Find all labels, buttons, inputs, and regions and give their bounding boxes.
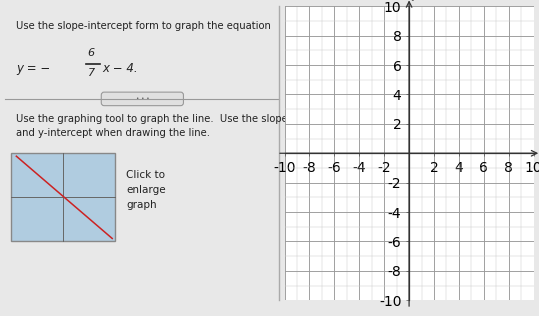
FancyBboxPatch shape (11, 153, 115, 241)
Text: y: y (412, 0, 417, 1)
Text: x − 4.: x − 4. (102, 62, 137, 75)
Text: Click to
enlarge
graph: Click to enlarge graph (126, 170, 165, 210)
Text: • • •: • • • (135, 96, 149, 101)
Text: Use the slope-intercept form to graph the equation: Use the slope-intercept form to graph th… (16, 21, 271, 31)
Text: 6: 6 (87, 48, 95, 58)
FancyBboxPatch shape (101, 92, 183, 106)
Text: Use the graphing tool to graph the line.  Use the slope
and y-intercept when dra: Use the graphing tool to graph the line.… (16, 113, 288, 138)
Text: 7: 7 (87, 68, 95, 78)
Text: y = −: y = − (16, 62, 51, 75)
